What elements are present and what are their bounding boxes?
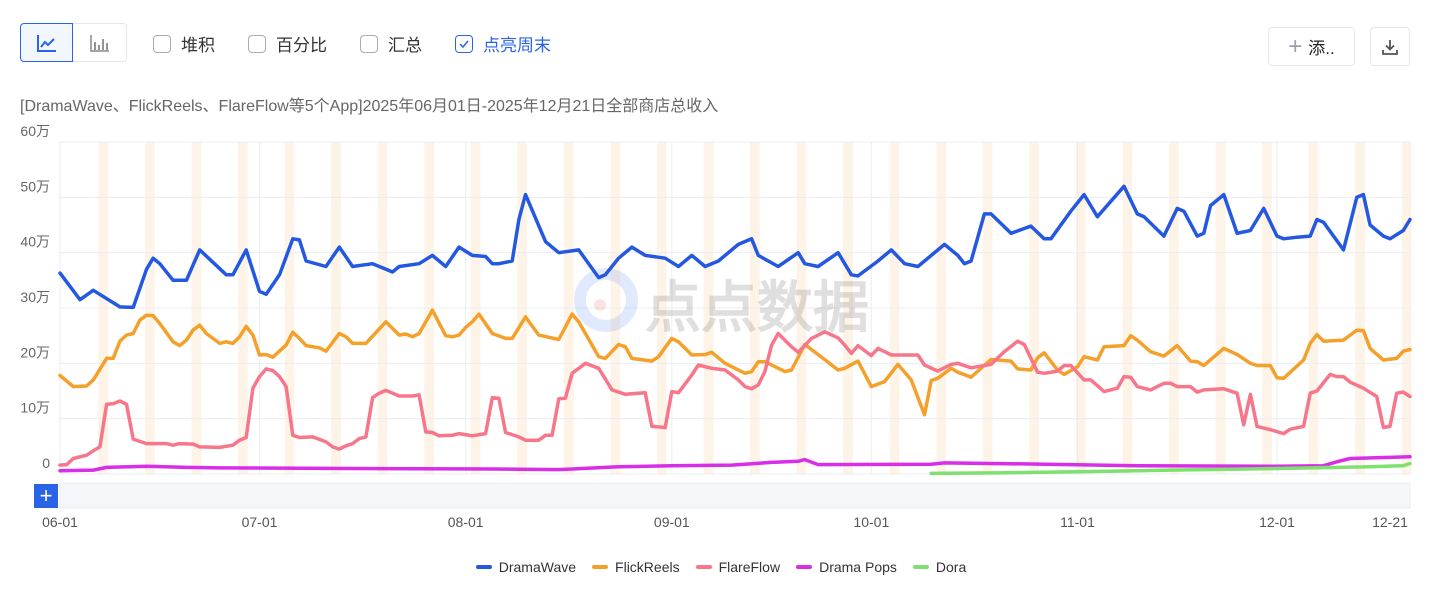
- legend-label: FlickReels: [615, 559, 680, 575]
- add-label: 添..: [1308, 39, 1335, 58]
- checkbox-box[interactable]: [153, 34, 171, 53]
- series-line-flickreels[interactable]: [58, 308, 1412, 417]
- bar-chart-button[interactable]: [73, 23, 127, 62]
- stack-label: 堆积: [181, 36, 215, 55]
- series-line-flareflow[interactable]: [58, 330, 1412, 467]
- legend-item[interactable]: Dora: [912, 559, 967, 575]
- x-axis-labels: 06-01 07-01 08-01 09-01 10-01 11-01 12-01 12-21: [42, 514, 1408, 530]
- highlight-weekend-checkbox[interactable]: 点亮周末: [455, 31, 551, 56]
- summary-checkbox[interactable]: 汇总: [360, 31, 422, 56]
- x-tick-label: 07-01: [242, 514, 278, 530]
- download-icon: [1382, 39, 1398, 55]
- series-line-dora[interactable]: [929, 461, 1412, 476]
- y-tick-label: 60万: [20, 123, 50, 139]
- line-chart: 0 10万 20万 30万 40万 50万 60万 点点数据 06-01 07-01 08-01…: [20, 123, 1412, 530]
- checkbox-box[interactable]: [360, 34, 378, 53]
- x-tick-label: 06-01: [42, 514, 78, 530]
- legend-item[interactable]: FlickReels: [592, 559, 680, 575]
- add-button[interactable]: + 添..: [1268, 27, 1355, 66]
- series-lines: [58, 184, 1412, 476]
- y-tick-label: 40万: [20, 234, 50, 250]
- y-tick-label: 0: [42, 455, 50, 471]
- summary-label: 汇总: [388, 36, 422, 55]
- plus-icon: +: [1288, 32, 1303, 60]
- check-icon: [459, 40, 469, 48]
- x-tick-label: 12-21: [1372, 514, 1408, 530]
- grid-lines: [59, 141, 1410, 475]
- stack-checkbox[interactable]: 堆积: [153, 31, 215, 56]
- legend-swatch: [912, 565, 929, 569]
- y-axis-labels: 0 10万 20万 30万 40万 50万 60万: [20, 123, 50, 471]
- legend-label: Dora: [935, 559, 967, 575]
- download-button[interactable]: [1370, 27, 1410, 66]
- zoom-expand-button[interactable]: +: [34, 484, 58, 508]
- x-tick-label: 10-01: [853, 514, 889, 530]
- legend-item[interactable]: DramaWave: [475, 559, 577, 575]
- chart-title: [DramaWave、FlickReels、FlareFlow等5个App]20…: [20, 98, 719, 115]
- line-chart-icon: [36, 34, 56, 52]
- highlight-weekend-label: 点亮周末: [483, 36, 551, 55]
- legend-swatch: [592, 565, 609, 569]
- plus-icon: +: [39, 483, 53, 508]
- legend: DramaWave FlickReels FlareFlow Drama Pops Do…: [0, 559, 1434, 575]
- y-tick-label: 20万: [20, 344, 50, 360]
- legend-label: Drama Pops: [819, 559, 897, 575]
- legend-item[interactable]: FlareFlow: [695, 559, 781, 575]
- checkbox-box[interactable]: [248, 34, 266, 53]
- data-zoom-slider[interactable]: [59, 482, 1411, 509]
- y-tick-label: 50万: [20, 178, 50, 194]
- percentage-label: 百分比: [276, 36, 327, 55]
- legend-label: DramaWave: [498, 559, 577, 575]
- watermark-logo: 点点数据: [574, 268, 869, 339]
- percentage-checkbox[interactable]: 百分比: [248, 31, 327, 56]
- legend-label: FlareFlow: [718, 559, 781, 575]
- x-tick-label: 09-01: [654, 514, 690, 530]
- legend-swatch: [695, 565, 712, 569]
- y-tick-label: 10万: [20, 400, 50, 416]
- legend-item[interactable]: Drama Pops: [796, 559, 897, 575]
- legend-swatch: [475, 565, 492, 569]
- line-chart-button[interactable]: [20, 23, 73, 62]
- series-line-dramawave[interactable]: [58, 184, 1412, 310]
- checkbox-box[interactable]: [455, 34, 473, 53]
- series-line-drama-pops[interactable]: [58, 455, 1412, 473]
- y-tick-label: 30万: [20, 289, 50, 305]
- x-tick-label: 08-01: [448, 514, 484, 530]
- legend-swatch: [796, 565, 813, 569]
- x-tick-label: 11-01: [1060, 514, 1095, 530]
- x-tick-label: 12-01: [1259, 514, 1295, 530]
- bar-chart-icon: [89, 34, 109, 52]
- watermark-text: 点点数据: [645, 276, 869, 339]
